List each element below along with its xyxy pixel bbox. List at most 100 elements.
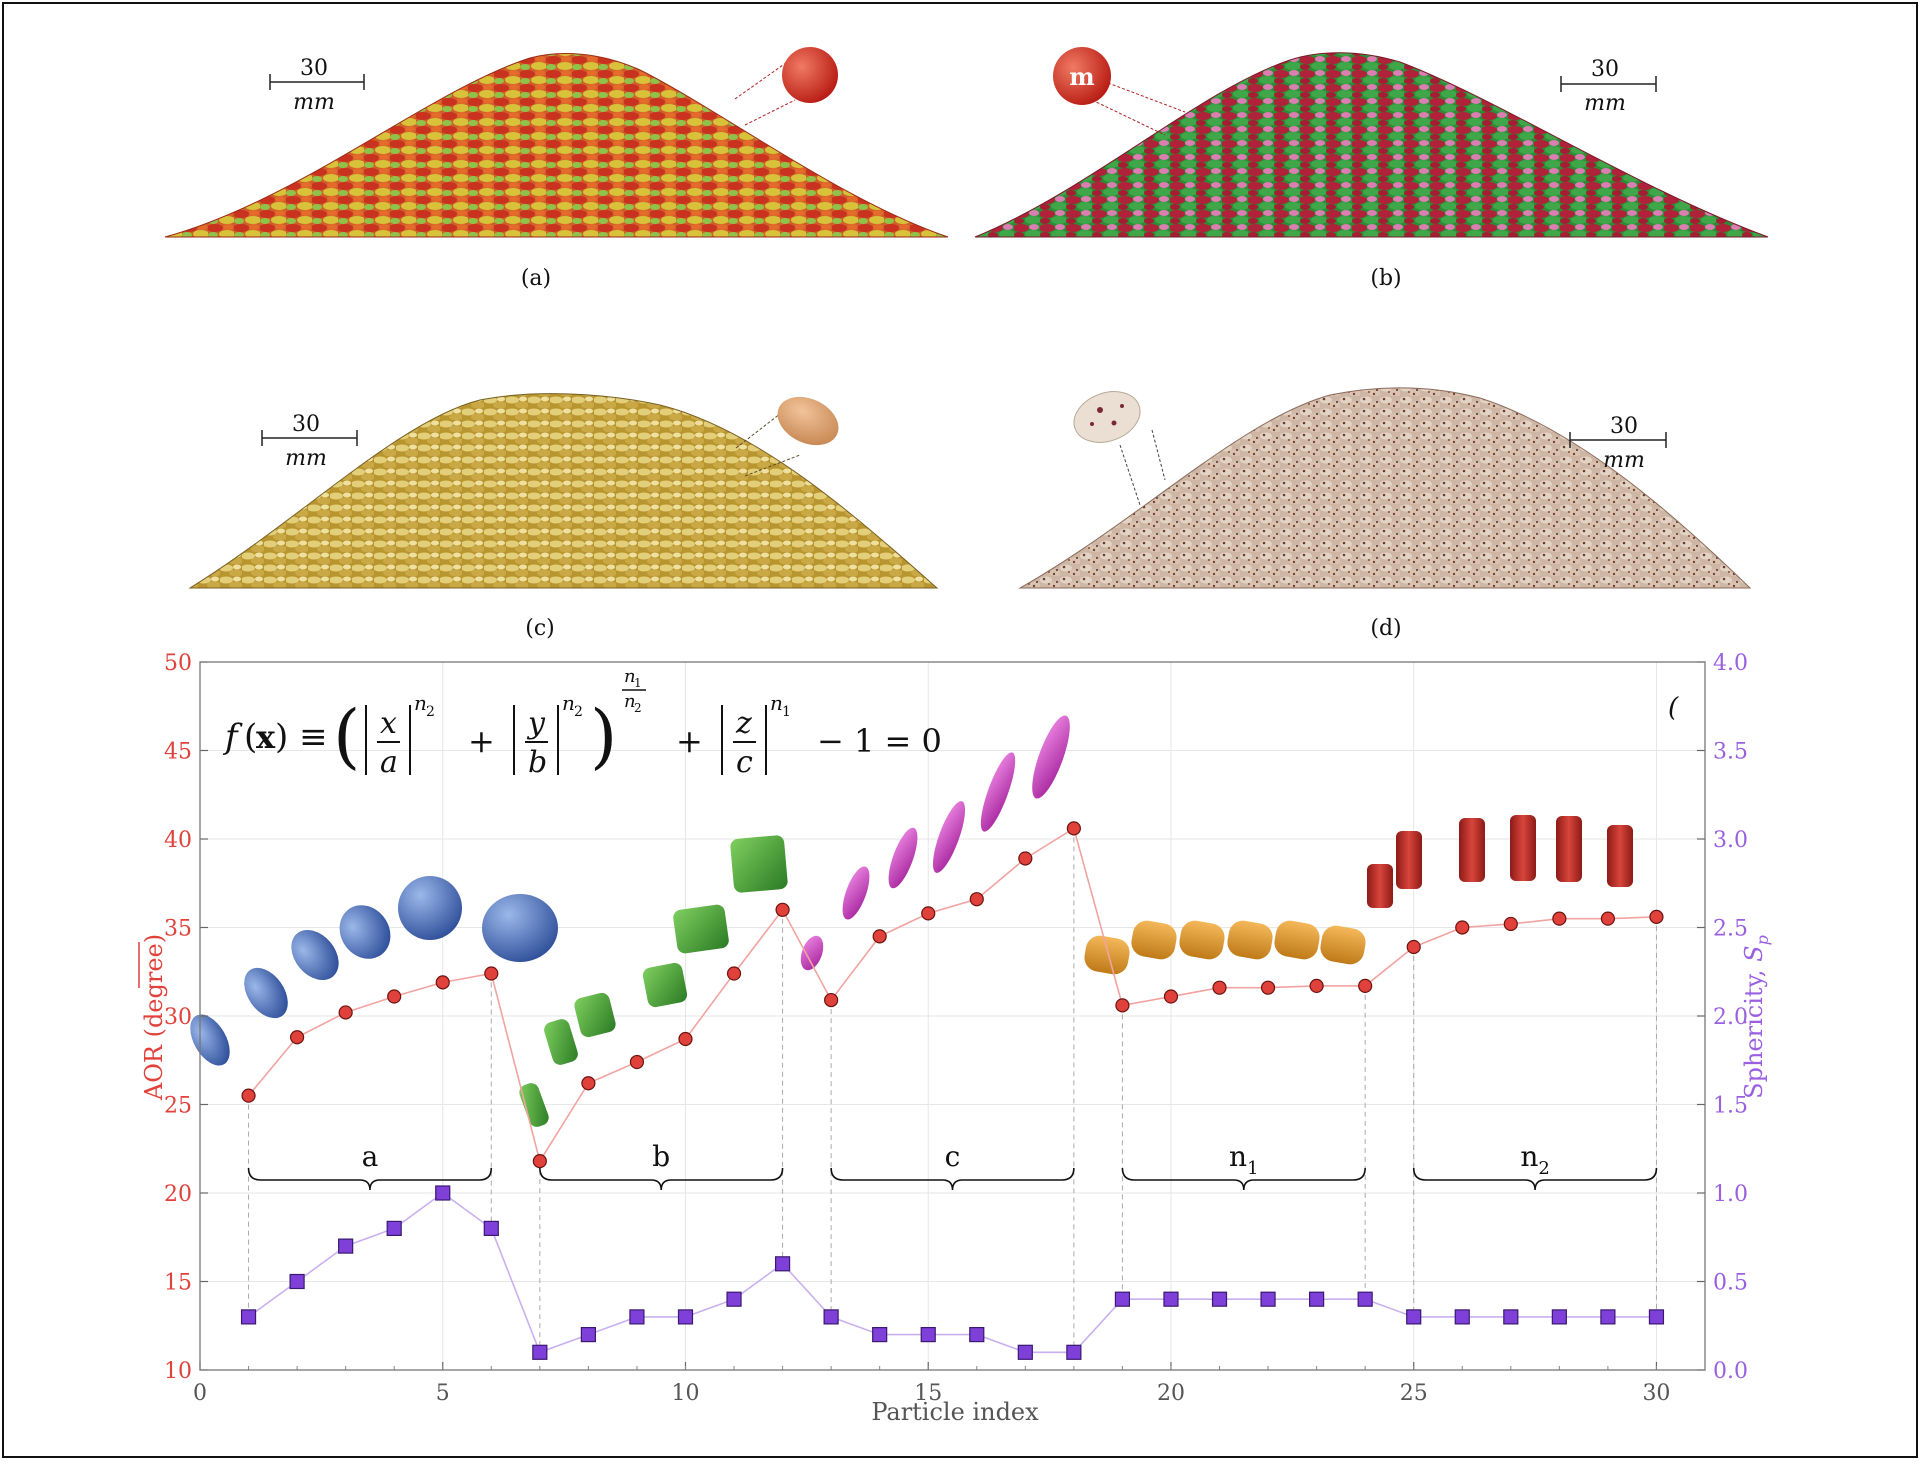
rod-icon [1607, 825, 1633, 887]
y-left-tick-label: 35 [164, 917, 192, 942]
y-left-axis-label: AOR (degree) [140, 934, 168, 1101]
sphericity-point [1648, 1309, 1665, 1325]
panel-c: 30 mm (c) [188, 393, 939, 641]
sphere-particle-icon [782, 47, 838, 103]
cuboid-icon [673, 904, 729, 954]
sphericity-point [920, 1326, 936, 1343]
y-left-tick-label: 45 [164, 740, 192, 765]
cylinder-icon [1320, 925, 1366, 965]
aor-point [1163, 989, 1179, 1004]
aor-point [1115, 998, 1130, 1013]
prolate-ellipsoid-icon [800, 935, 824, 971]
aor-point [338, 1005, 353, 1020]
x-tick-label: 25 [1400, 1381, 1428, 1406]
aor-point [532, 1154, 547, 1169]
grid [199, 661, 1705, 1371]
x-tick-label: 20 [1157, 1381, 1185, 1406]
pile-b-image [974, 52, 1769, 238]
cylinder-icon [1084, 935, 1130, 975]
series-layer [240, 821, 1665, 1360]
sphericity-point [823, 1309, 839, 1325]
corner-mark: ( [1668, 693, 1679, 723]
aor-point [921, 906, 936, 921]
axes: 0 5 10 15 20 25 30 10 15 20 25 30 35 40 45 50 0.0 0.5 1.0 1… [164, 651, 1748, 1406]
aor-point [726, 966, 742, 981]
y-right-tick-label: 1.5 [1713, 1094, 1748, 1119]
svg-text:x: x [256, 718, 276, 756]
panel-caption-d: (d) [1370, 616, 1401, 641]
rod-icon [1459, 818, 1485, 882]
scale-unit: mm [1584, 91, 1626, 116]
panel-a: 30 mm (a) [164, 47, 949, 291]
superellipsoid-icon [339, 905, 391, 959]
aor-point [629, 1054, 645, 1070]
x-tick-label: 0 [193, 1381, 207, 1406]
aor-point [678, 1031, 693, 1047]
y-right-tick-label: 1.0 [1713, 1182, 1748, 1207]
svg-text:− 1 = 0: − 1 = 0 [817, 722, 942, 760]
group-label: n1 [1229, 1140, 1259, 1179]
sphericity-point [1357, 1291, 1373, 1307]
svg-text:n: n [770, 691, 783, 715]
svg-text:n: n [414, 691, 427, 715]
particle-piles: 30 mm (a) m 30 mm (b) 30 mm [164, 47, 1769, 641]
scale-bar-b: 30 mm [1560, 57, 1657, 116]
aor-point [1358, 978, 1373, 994]
aor-point [1600, 911, 1616, 926]
aor-point [1455, 920, 1470, 935]
scale-unit: mm [293, 90, 335, 115]
aor-point [289, 1030, 305, 1045]
group-brace [539, 1167, 784, 1191]
superellipsoid-icon [482, 894, 558, 962]
group-brace [830, 1167, 1075, 1191]
scale-bar-d: 30 mm [1569, 414, 1667, 473]
sphericity-point [677, 1309, 694, 1325]
svg-text:+: + [676, 722, 703, 760]
pile-d-image [1018, 387, 1752, 589]
x-tick-label: 5 [436, 1381, 450, 1406]
svg-text:z: z [735, 706, 752, 741]
group-label-subscript: 2 [1538, 1158, 1549, 1179]
aor-point [581, 1076, 596, 1091]
sphericity-point [289, 1273, 305, 1290]
group-label: n2 [1520, 1140, 1550, 1179]
sphericity-point [1600, 1309, 1616, 1325]
sphericity-point [629, 1309, 645, 1325]
scale-unit: mm [285, 446, 327, 471]
aor-point [1212, 980, 1227, 995]
sphericity-point [1017, 1344, 1033, 1360]
group-label-text: n [1229, 1140, 1247, 1173]
y-right-tick-label: 0.0 [1713, 1359, 1748, 1384]
rod-icon [1556, 816, 1582, 882]
scale-value: 30 [292, 412, 320, 437]
aor-point [1503, 916, 1518, 932]
panel-caption-c: (c) [525, 616, 555, 641]
sphericity-point [386, 1220, 402, 1237]
svg-text:n: n [624, 691, 636, 712]
superellipsoid-icon [244, 967, 288, 1019]
svg-text:a: a [380, 745, 398, 780]
aor-point [241, 1088, 256, 1103]
sphericity-point [1066, 1344, 1082, 1360]
svg-text:x: x [380, 706, 397, 741]
group-brace [247, 1167, 493, 1191]
aor-point [969, 892, 984, 907]
cuboid-icon [642, 962, 688, 1008]
y-left-tick-label: 15 [164, 1271, 192, 1296]
svg-text:) ≡: ) ≡ [275, 717, 328, 757]
aor-point [1649, 909, 1664, 924]
sphericity-point [483, 1220, 499, 1237]
particle-shapes [190, 715, 1633, 1127]
svg-text:1: 1 [634, 676, 642, 690]
sphericity-point [1260, 1291, 1276, 1307]
group-braces: a b c n1 n2 [247, 1140, 1658, 1191]
superellipsoid-icon [291, 929, 339, 981]
panel-d: 30 mm (d) [1018, 387, 1752, 641]
sphericity-point [1454, 1309, 1470, 1325]
aor-point [1260, 980, 1276, 995]
aor-point [435, 975, 450, 990]
group-brace [1121, 1167, 1366, 1191]
sphericity-point [1551, 1309, 1567, 1325]
